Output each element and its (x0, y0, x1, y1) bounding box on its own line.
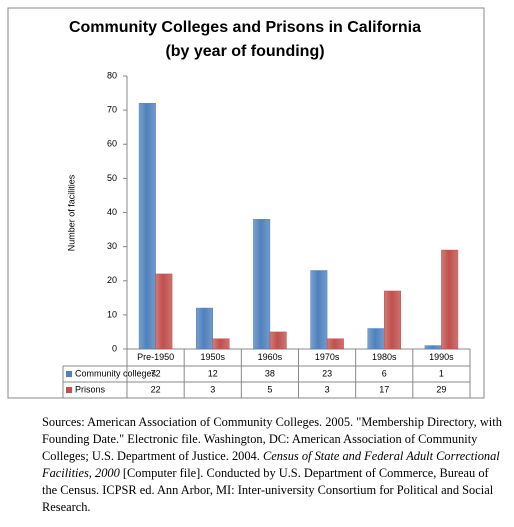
table-value: 72 (151, 368, 161, 378)
table-value: 3 (210, 384, 215, 394)
x-tick-label: 1970s (315, 352, 340, 362)
table-value: 1 (439, 368, 444, 378)
bar (424, 345, 442, 350)
y-tick-label: 60 (107, 139, 117, 149)
x-tick-label: 1950s (200, 352, 225, 362)
bar (155, 273, 173, 350)
source-text: Census of State and Federal Adult Correc… (42, 449, 500, 480)
table-value: 3 (325, 384, 330, 394)
y-axis-label: Number of facilities (66, 174, 76, 251)
y-tick-label: 20 (107, 275, 117, 285)
bar (196, 307, 213, 350)
y-tick-label: 10 (107, 309, 117, 319)
chart-title: Community Colleges and Prisons in Califo… (69, 19, 421, 36)
source-text: Sources: American Association of Communi… (42, 415, 502, 463)
bar (384, 290, 401, 350)
x-tick-label: 1990s (429, 352, 454, 362)
legend-label: Community colleges (75, 368, 157, 378)
bar (310, 270, 328, 350)
legend-key (66, 387, 72, 393)
x-tick-label: 1960s (258, 352, 283, 362)
bar (138, 103, 156, 350)
x-tick-label: 1980s (372, 352, 397, 362)
table-value: 12 (208, 368, 218, 378)
table-value: 23 (322, 368, 332, 378)
bar (441, 249, 459, 350)
bar (212, 338, 230, 350)
bar (269, 331, 287, 350)
source-text: [Computer file]. Conducted by U.S. Depar… (42, 466, 494, 514)
chart-frame (7, 7, 485, 399)
x-tick-label: Pre-1950 (137, 352, 174, 362)
y-tick-label: 40 (107, 207, 117, 217)
table-value: 5 (267, 384, 272, 394)
bar (367, 328, 385, 350)
legend-label: Prisons (75, 384, 106, 394)
sources: Sources: American Association of Communi… (42, 414, 504, 516)
y-tick-label: 30 (107, 241, 117, 251)
table-value: 17 (379, 384, 389, 394)
y-tick-label: 0 (112, 343, 117, 353)
table-value: 22 (151, 384, 161, 394)
table-value: 6 (382, 368, 387, 378)
chart: Community Colleges and Prisons in Califo… (7, 7, 485, 399)
y-tick-label: 50 (107, 173, 117, 183)
y-tick-label: 70 (107, 105, 117, 115)
bar (326, 338, 344, 350)
y-tick-label: 80 (107, 70, 117, 80)
bar (253, 219, 271, 350)
legend-key (66, 371, 72, 377)
chart-subtitle: (by year of founding) (165, 43, 324, 60)
table-value: 29 (436, 384, 446, 394)
table-value: 38 (265, 368, 275, 378)
